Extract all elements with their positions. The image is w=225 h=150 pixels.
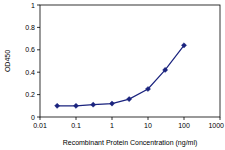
data-line [57,45,184,105]
x-tick [148,117,149,120]
x-tick [184,117,185,120]
y-tick-label: 1 [31,2,35,9]
data-point [145,86,150,91]
data-point [163,67,168,72]
plot-frame [40,5,220,117]
x-tick [220,117,221,120]
y-tick-label: 0.4 [25,69,35,76]
y-tick [37,49,40,50]
x-tick [112,117,113,120]
data-point [181,43,186,48]
data-point [73,103,78,108]
data-point [55,103,60,108]
chart: 0 0.2 0.4 0.6 0.8 1 0.01 0.1 1 10 100 1000 Recombina… [0,0,225,150]
data-group [55,43,187,109]
x-axis-label: Recombinant Protein Concentration (ng/ml… [63,139,198,147]
x-tick [76,117,77,120]
y-tick-label: 0.8 [25,24,35,31]
data-point [109,101,114,106]
y-axis-label: OD450 [4,50,11,72]
y-tick-label: 0 [31,114,35,121]
x-tick-label: 10 [144,122,152,129]
y-tick [37,5,40,6]
y-tick-label: 0.2 [25,91,35,98]
y-tick [37,27,40,28]
x-tick [40,117,41,120]
x-tick-label: 0.1 [71,122,81,129]
y-tick [37,117,40,118]
y-tick-label: 0.6 [25,46,35,53]
x-tick-label: 100 [178,122,190,129]
y-tick [37,94,40,95]
y-tick [37,72,40,73]
x-tick-label: 1 [110,122,114,129]
x-tick-label: 0.01 [33,122,47,129]
x-tick-label: 1000 [208,122,224,129]
data-point [91,102,96,107]
data-point [127,96,132,101]
